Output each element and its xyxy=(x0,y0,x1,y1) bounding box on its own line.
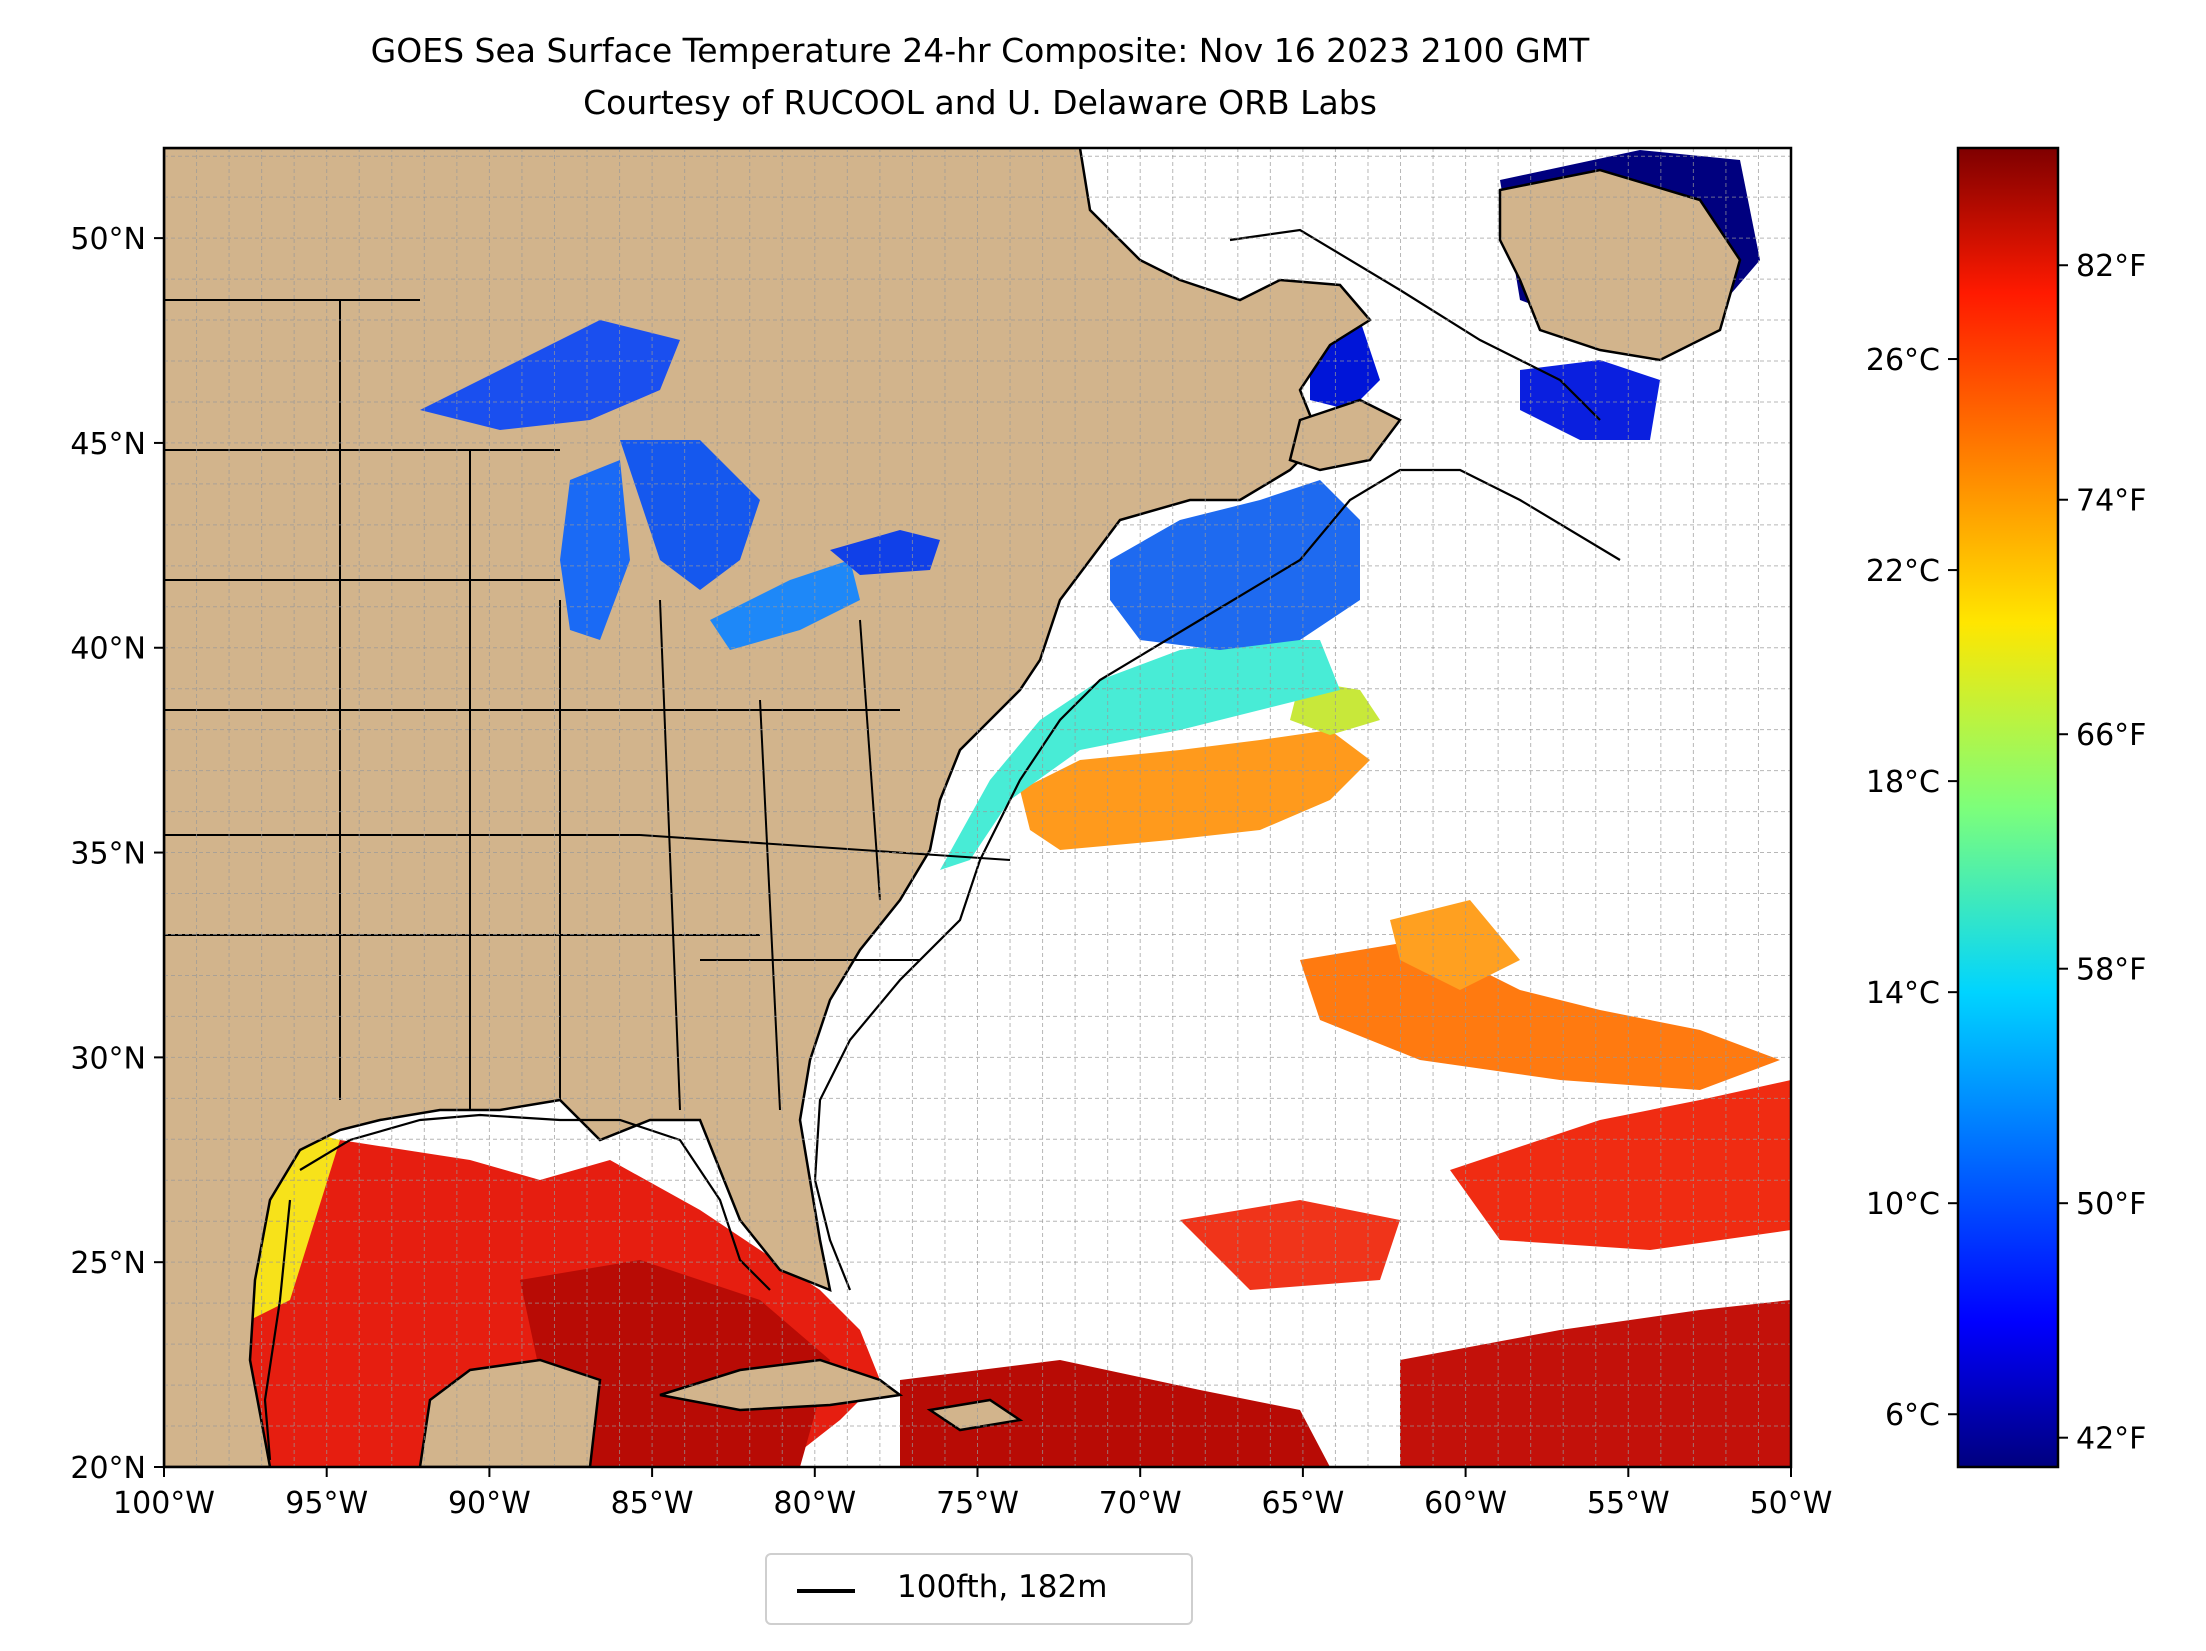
colorbar-celsius-label: 18°C xyxy=(1866,765,1940,800)
colorbar-fahrenheit-label: 66°F xyxy=(2076,718,2146,753)
lon-tick-label: 50°W xyxy=(1750,1486,1833,1521)
colorbar-fahrenheit-axis: 42°F 50°F 58°F 66°F 74°F 82°F xyxy=(2058,249,2146,1457)
colorbar-celsius-axis: 6°C 10°C 14°C 18°C 22°C 26°C xyxy=(1866,343,1958,1433)
land xyxy=(164,148,1742,1467)
colorbar-fahrenheit-label: 58°F xyxy=(2076,953,2146,988)
lat-tick-label: 45°N xyxy=(70,427,146,462)
lon-tick-label: 100°W xyxy=(113,1486,215,1521)
legend-label: 100fth, 182m xyxy=(897,1569,1108,1605)
lon-tick-label: 75°W xyxy=(936,1486,1019,1521)
sst-gulf-of-maine xyxy=(1110,480,1360,650)
isobath-100fth xyxy=(263,228,1621,1461)
lon-tick-label: 65°W xyxy=(1261,1486,1344,1521)
lon-tick-label: 70°W xyxy=(1099,1486,1182,1521)
gridlines xyxy=(164,148,1791,1467)
sst-caribbean xyxy=(900,1360,1330,1467)
lat-tick-label: 25°N xyxy=(70,1246,146,1281)
map-title: GOES Sea Surface Temperature 24-hr Compo… xyxy=(370,31,1590,70)
colorbar-celsius-label: 22°C xyxy=(1866,554,1940,589)
colorbar-celsius-label: 26°C xyxy=(1866,343,1940,378)
colorbar-fahrenheit-label: 82°F xyxy=(2076,249,2146,284)
lat-tick-label: 40°N xyxy=(70,632,146,667)
lat-tick-label: 50°N xyxy=(70,222,146,257)
sst-gulf-deep-warm xyxy=(520,1260,830,1467)
land-north-america xyxy=(164,148,1372,1467)
sst-mid-atlantic-shelf xyxy=(940,640,1340,870)
sst-atlantic-patches xyxy=(1180,1200,1400,1290)
colorbar xyxy=(1956,146,2060,1469)
lat-tick-label: 30°N xyxy=(70,1041,146,1076)
lon-tick-label: 85°W xyxy=(611,1486,694,1521)
land-hispaniola xyxy=(926,1398,1024,1432)
colorbar-celsius-label: 10°C xyxy=(1866,1187,1940,1222)
colorbar-fahrenheit-label: 50°F xyxy=(2076,1187,2146,1222)
land-newfoundland xyxy=(1498,168,1742,362)
lon-tick-label: 95°W xyxy=(285,1486,368,1521)
land-nova-scotia xyxy=(1288,398,1402,472)
sst-newfoundland-shelf xyxy=(1520,360,1660,440)
sst-atlantic-orange xyxy=(1300,940,1780,1090)
lon-tick-label: 90°W xyxy=(448,1486,531,1521)
latitude-axis: 50°N 45°N 40°N 35°N 30°N 25°N 20°N xyxy=(70,222,164,1486)
longitude-axis: 100°W 95°W 90°W 85°W 80°W 75°W 70°W 65°W 60°W 55°… xyxy=(113,1467,1832,1521)
lon-tick-label: 60°W xyxy=(1424,1486,1507,1521)
sst-atlantic-east xyxy=(1450,1080,1791,1250)
legend: 100fth, 182m xyxy=(765,1553,1193,1625)
lon-tick-label: 80°W xyxy=(773,1486,856,1521)
legend-line-swatch xyxy=(797,1589,855,1593)
colorbar-fahrenheit-label: 42°F xyxy=(2076,1422,2146,1457)
lat-tick-label: 20°N xyxy=(70,1451,146,1486)
state-borders xyxy=(164,299,1011,1111)
lat-tick-label: 35°N xyxy=(70,837,146,872)
colorbar-celsius-label: 14°C xyxy=(1866,976,1940,1011)
lon-tick-label: 55°W xyxy=(1587,1486,1670,1521)
sst-sargasso xyxy=(1390,900,1520,990)
map-subtitle: Courtesy of RUCOOL and U. Delaware ORB L… xyxy=(583,83,1377,122)
colorbar-fahrenheit-label: 74°F xyxy=(2076,484,2146,519)
land-yucatan xyxy=(418,1358,602,1467)
colorbar-celsius-label: 6°C xyxy=(1885,1398,1940,1433)
